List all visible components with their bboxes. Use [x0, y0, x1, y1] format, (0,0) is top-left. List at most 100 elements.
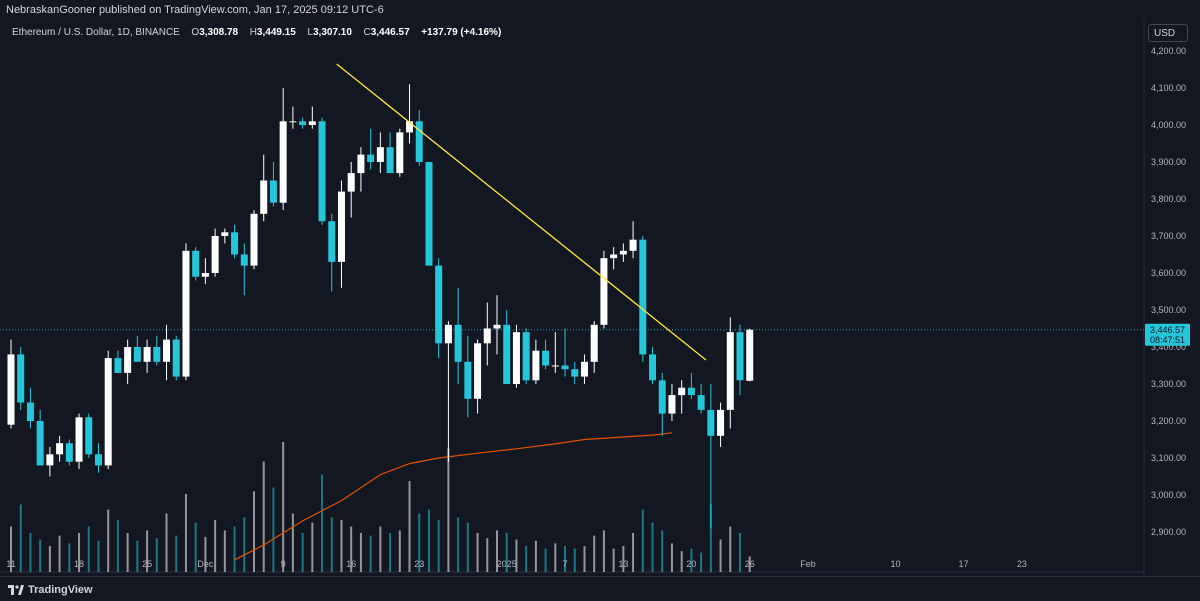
- candle: [580, 354, 588, 384]
- candle-body: [94, 454, 102, 466]
- price-tick-label: 3,600.00: [1151, 268, 1186, 278]
- candle: [425, 162, 433, 266]
- candle-body: [367, 154, 375, 162]
- volume-bar: [554, 543, 557, 572]
- candle: [619, 243, 627, 262]
- volume-bar: [525, 546, 528, 572]
- tradingview-logo[interactable]: TradingView: [8, 582, 93, 598]
- candle: [250, 210, 258, 270]
- moving-average: [234, 432, 673, 561]
- trendline: [336, 63, 707, 361]
- candle-body: [415, 121, 423, 162]
- candle-body: [17, 354, 25, 403]
- last-price-tag: [1145, 323, 1190, 346]
- volume-bar: [253, 491, 255, 572]
- price-tick-label: 4,000.00: [1151, 120, 1186, 130]
- candle-body: [318, 121, 326, 222]
- candle: [571, 361, 579, 384]
- time-tick-label: Feb: [800, 559, 816, 569]
- candle: [7, 339, 15, 429]
- candle-body: [610, 254, 618, 259]
- open-value: 3,308.78: [199, 27, 239, 38]
- candle-body: [124, 347, 132, 373]
- candle-body: [328, 221, 336, 262]
- candle-body: [289, 121, 297, 123]
- close-label: C: [363, 27, 371, 38]
- candle-body: [512, 332, 520, 384]
- candle: [182, 243, 190, 381]
- price-chart[interactable]: 2,900.00 3,000.00 3,100.00 3,200.00 3,300.00…: [0, 20, 1200, 576]
- low-label: L: [307, 27, 313, 38]
- candle: [474, 339, 482, 414]
- candles: [7, 84, 754, 529]
- candle-body: [36, 421, 44, 466]
- candle-body: [678, 387, 686, 396]
- candle: [308, 106, 316, 129]
- volume-bar: [78, 533, 81, 572]
- candle: [289, 106, 297, 129]
- candle-body: [192, 250, 200, 277]
- candle: [464, 335, 472, 418]
- candle-body: [85, 417, 93, 455]
- volume-bar: [457, 517, 460, 572]
- volume-bar: [602, 530, 605, 572]
- volume-bar: [466, 522, 469, 572]
- volume-bar: [165, 513, 168, 572]
- candle: [260, 154, 268, 222]
- candle: [240, 243, 248, 296]
- volume-bar: [379, 526, 382, 572]
- volume-bar: [311, 522, 314, 572]
- volume-bar: [515, 539, 518, 572]
- candle: [600, 250, 608, 329]
- volume-bar: [680, 551, 683, 572]
- candle-body: [707, 409, 715, 436]
- candle-body: [7, 354, 15, 425]
- tradingview-brand-text: TradingView: [28, 584, 93, 596]
- candle: [512, 324, 520, 388]
- candle-body: [26, 402, 34, 421]
- candle-body: [687, 387, 695, 396]
- price-tick-label: 3,900.00: [1151, 157, 1186, 167]
- candle-body: [474, 343, 482, 399]
- price-tick-label: 3,000.00: [1151, 490, 1186, 500]
- time-tick-label: 17: [959, 559, 969, 569]
- volume-bar: [622, 546, 625, 572]
- candle-body: [697, 395, 705, 410]
- candle-body: [522, 332, 530, 381]
- volume-bar: [136, 540, 139, 572]
- currency-button[interactable]: USD: [1148, 24, 1188, 42]
- candle-body: [376, 147, 384, 162]
- candle: [678, 380, 686, 414]
- last-price-value: 3,446.57: [1150, 325, 1185, 335]
- volume-bar: [175, 535, 178, 572]
- candle: [503, 310, 511, 384]
- time-tick-label: 9: [281, 559, 286, 569]
- candle: [590, 321, 598, 373]
- candle: [231, 224, 239, 259]
- candle: [483, 302, 491, 366]
- candle-body: [357, 154, 365, 174]
- volume-bar: [632, 533, 635, 572]
- candle: [347, 162, 355, 218]
- time-tick-label: 18: [74, 559, 84, 569]
- volume-bar: [641, 509, 644, 572]
- volume-bar: [564, 546, 567, 572]
- candle-body: [182, 250, 190, 377]
- price-tick-label: 3,300.00: [1151, 379, 1186, 389]
- candle-body: [493, 324, 501, 329]
- candle: [337, 180, 345, 288]
- candle-body: [46, 454, 54, 466]
- volume-bar: [301, 533, 304, 572]
- candle: [610, 247, 618, 270]
- price-tick-label: 3,800.00: [1151, 194, 1186, 204]
- chart-pane[interactable]: 2,900.00 3,000.00 3,100.00 3,200.00 3,300.00…: [0, 20, 1200, 576]
- candle-body: [114, 358, 122, 373]
- grid: [0, 20, 1145, 576]
- candle: [269, 162, 277, 207]
- candle: [279, 88, 287, 211]
- candle: [658, 372, 666, 436]
- candle: [542, 339, 550, 370]
- candle: [532, 339, 540, 384]
- high-label: H: [249, 27, 257, 38]
- volume-bar: [661, 530, 664, 572]
